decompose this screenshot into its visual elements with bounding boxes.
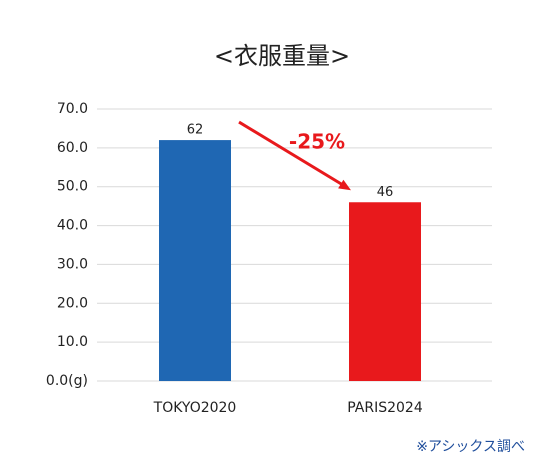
data-label: 62 bbox=[187, 123, 204, 138]
arrow-head bbox=[338, 179, 351, 191]
y-tick-label: 70.0 bbox=[57, 101, 88, 117]
y-tick-label: 30.0 bbox=[57, 256, 88, 272]
chart-title: <衣服重量> bbox=[214, 42, 350, 70]
x-tick-label: TOKYO2020 bbox=[153, 400, 237, 416]
x-tick-label: PARIS2024 bbox=[347, 400, 423, 416]
source-note: ※アシックス調べ bbox=[416, 439, 525, 455]
change-arrow bbox=[238, 120, 346, 188]
y-tick-label: 50.0 bbox=[57, 179, 88, 195]
y-tick-label: 20.0 bbox=[57, 295, 88, 311]
y-tick-label: 0.0(g) bbox=[46, 373, 88, 389]
data-label: 46 bbox=[377, 185, 394, 200]
y-tick-label: 10.0 bbox=[57, 334, 88, 350]
change-annotation: -25% bbox=[289, 130, 345, 154]
y-tick-label: 40.0 bbox=[57, 218, 88, 234]
bar bbox=[159, 140, 231, 381]
bar bbox=[349, 202, 421, 381]
y-tick-label: 60.0 bbox=[57, 140, 88, 156]
